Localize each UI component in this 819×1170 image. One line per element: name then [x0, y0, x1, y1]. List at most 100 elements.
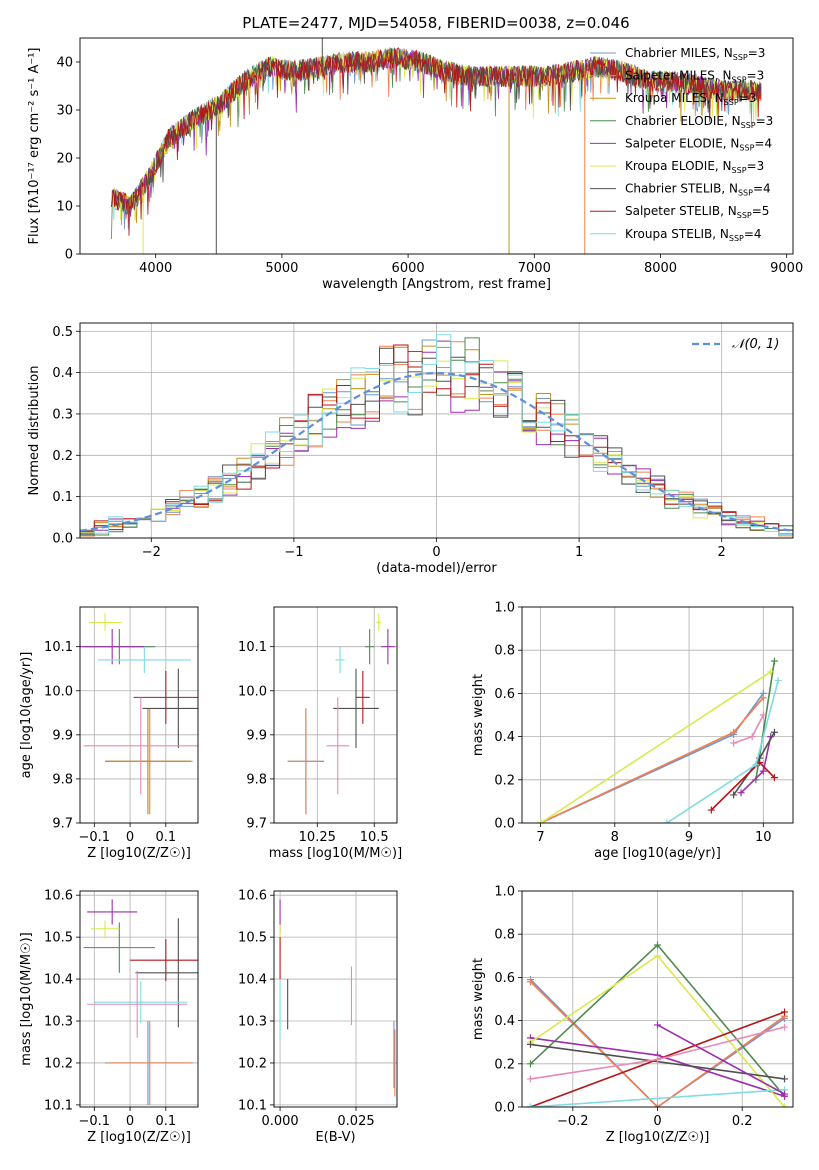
x-tick-label: 1 — [575, 545, 583, 560]
y-tick-label: 0.1 — [52, 490, 73, 505]
residual-histogram-step — [80, 334, 793, 538]
y-tick-label: 9.8 — [52, 772, 73, 787]
y-tick-label: 10.5 — [238, 931, 267, 946]
x-tick-label: 0.000 — [261, 1114, 298, 1129]
x-tick-label: 2 — [718, 545, 726, 560]
massweight-point — [770, 774, 778, 782]
spectrum-y-axis-label: Flux [fλ10⁻¹⁷ erg cm⁻² s⁻¹ A⁻¹] — [27, 48, 42, 245]
massweight-point — [770, 657, 778, 665]
mass-vs-ebv-panel: 0.000 0.025 10.1 10.2 10.3 10.4 10.5 10.6 E(B-V) — [238, 889, 398, 1145]
massweight-point — [770, 728, 778, 736]
y-tick-label: 10.6 — [238, 889, 267, 904]
massweight-vs-age-panel: 7 8 9 10 0.0 0.2 0.4 0.6 0.8 1.0 age [log10(age/yr… — [471, 601, 794, 861]
y-tick-label: 0 — [65, 248, 73, 263]
x-tick-label: −0.1 — [79, 830, 111, 845]
massweight-point — [781, 1090, 789, 1098]
x-tick-label: 8000 — [644, 261, 677, 276]
massweight-point — [537, 819, 545, 823]
x-axis-label: age [log10(age/yr)] — [594, 846, 721, 861]
massweight-point — [526, 978, 534, 986]
y-tick-label: 10.1 — [44, 1098, 73, 1113]
legend-entry-label: Salpeter ELODIE, NSSP=4 — [625, 136, 772, 152]
massweight-point — [663, 819, 671, 823]
massweight-point — [654, 1055, 661, 1063]
axes-frame — [79, 322, 794, 539]
y-tick-label: 9.9 — [246, 728, 267, 743]
massweight-vs-metallicity-panel: −0.2 0 0.2 0.0 0.2 0.4 0.6 0.8 1.0 Z [log10(Z/Z☉)… — [471, 885, 794, 1145]
y-tick-label: 10.3 — [44, 1015, 73, 1030]
massweight-series-line — [540, 671, 772, 823]
legend-entry-label: Kroupa STELIB, NSSP=4 — [625, 227, 762, 243]
x-tick-label: −2 — [142, 545, 161, 560]
x-tick-label: 8 — [611, 830, 619, 845]
y-tick-label: 0.0 — [52, 532, 73, 547]
massweight-point — [730, 739, 738, 747]
axes-frame — [273, 606, 398, 824]
legend-entry-label: Kroupa ELODIE, NSSP=3 — [625, 159, 764, 175]
y-tick-label: 10.0 — [238, 684, 267, 699]
massweight-point — [767, 668, 775, 676]
residuals-panel: −2 −1 0 1 2 0.0 0.1 0.2 0.3 0.4 0.5 𝒩(0, 1) (data-mo… — [27, 322, 794, 576]
massweight-series-line — [710, 761, 775, 811]
massweight-point — [781, 1103, 789, 1107]
y-tick-label: 10.2 — [44, 1056, 73, 1071]
massweight-point — [707, 806, 715, 814]
y-tick-label: 10.0 — [44, 684, 73, 699]
residual-legend-label: 𝒩(0, 1) — [732, 337, 779, 352]
x-tick-label: 10 — [755, 830, 772, 845]
legend-entry-label: Chabrier ELODIE, NSSP=3 — [625, 114, 773, 130]
y-tick-label: 10.4 — [238, 973, 267, 988]
massweight-series-line — [540, 697, 764, 823]
y-tick-label: 0.0 — [494, 1101, 515, 1116]
y-tick-label: 0.2 — [52, 449, 73, 464]
residuals-y-axis-label: Normed distribution — [27, 366, 42, 496]
massweight-point — [752, 761, 760, 769]
y-tick-label: 10.5 — [44, 931, 73, 946]
y-tick-label: 0.2 — [494, 773, 515, 788]
y-axis-label: mass weight — [471, 674, 486, 756]
x-tick-label: 10.5 — [360, 830, 389, 845]
legend-entry-label: Salpeter STELIB, NSSP=5 — [625, 204, 769, 220]
massweight-point — [730, 728, 738, 736]
massweight-point — [759, 694, 767, 702]
massweight-point — [759, 711, 767, 719]
y-tick-label: 9.8 — [246, 772, 267, 787]
y-axis-label: mass [log10(M/M☉)] — [19, 932, 34, 1065]
y-tick-label: 9.7 — [246, 817, 267, 832]
y-tick-label: 0.2 — [494, 1057, 515, 1072]
y-tick-label: 10.1 — [238, 1098, 267, 1113]
axes-frame — [79, 606, 199, 824]
y-tick-label: 40 — [56, 56, 73, 71]
y-tick-label: 10.2 — [238, 1056, 267, 1071]
x-tick-label: 0.1 — [155, 830, 176, 845]
x-tick-label: 0.025 — [337, 1114, 374, 1129]
spectrum-legend: Chabrier MILES, NSSP=3 Salpeter MILES, NS… — [590, 46, 773, 243]
y-tick-label: 0.6 — [494, 687, 515, 702]
mass-vs-metallicity-panel: −0.1 0 0.1 10.1 10.2 10.3 10.4 10.5 10.6 Z [log10… — [19, 889, 199, 1145]
legend-entry-label: Chabrier STELIB, NSSP=4 — [625, 182, 771, 198]
y-tick-label: 1.0 — [494, 885, 515, 900]
massweight-point — [730, 791, 738, 799]
axes-frame — [521, 890, 794, 1108]
x-tick-label: 7 — [536, 830, 544, 845]
x-tick-label: −1 — [284, 545, 303, 560]
axes-frame — [273, 890, 398, 1108]
massweight-series-line — [529, 979, 785, 1107]
massweight-point — [654, 941, 661, 949]
x-tick-label: 9000 — [770, 261, 803, 276]
massweight-series-line — [657, 1024, 785, 1095]
x-axis-label: mass [log10(M/M☉)] — [269, 846, 402, 861]
legend-entry-label: Kroupa MILES, NSSP=3 — [625, 91, 756, 107]
x-tick-label: 10.25 — [299, 830, 336, 845]
massweight-series-line — [540, 692, 764, 823]
y-tick-label: 0.4 — [52, 366, 73, 381]
y-tick-label: 1.0 — [494, 601, 515, 616]
y-tick-label: 10.1 — [238, 640, 267, 655]
x-axis-label: Z [log10(Z/Z☉)] — [606, 1130, 710, 1145]
residuals-x-axis-label: (data-model)/error — [376, 561, 497, 576]
x-tick-label: 7000 — [518, 261, 551, 276]
y-axis-label: mass weight — [471, 958, 486, 1040]
y-tick-label: 10.4 — [44, 973, 73, 988]
y-tick-label: 9.7 — [52, 817, 73, 832]
x-tick-label: 0.1 — [155, 1114, 176, 1129]
